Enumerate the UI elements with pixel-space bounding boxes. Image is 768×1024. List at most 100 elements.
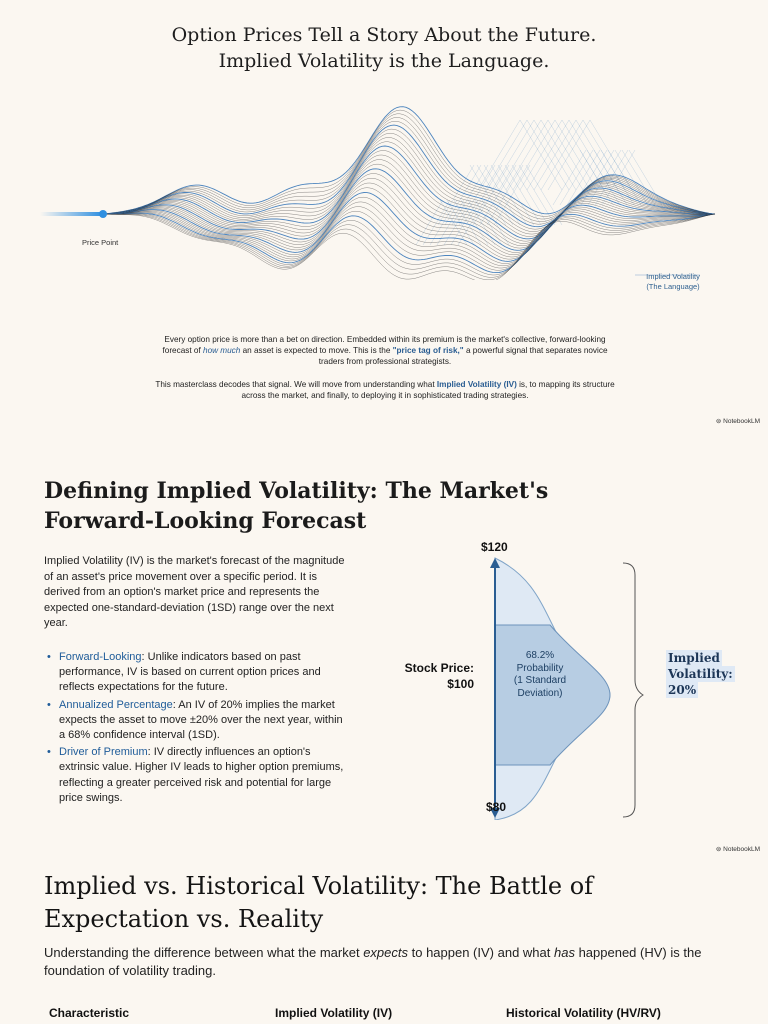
hatch-line bbox=[526, 119, 570, 191]
hatch-line bbox=[457, 199, 486, 246]
slide-3-subtitle: Understanding the difference between wha… bbox=[44, 944, 734, 980]
wave-line bbox=[102, 150, 715, 242]
notebooklm-badge: ⊚ NotebookLM bbox=[716, 845, 760, 853]
hatch-line bbox=[600, 149, 635, 206]
wave-line bbox=[102, 213, 716, 280]
price-point-dot bbox=[99, 210, 107, 218]
hatch-line bbox=[552, 149, 587, 206]
para1-a: Every option price is more than a bet on… bbox=[162, 335, 606, 355]
wave-line bbox=[102, 117, 716, 222]
iv-language-label: Implied Volatility (The Language) bbox=[628, 272, 718, 292]
hatch-line bbox=[533, 119, 577, 191]
bullet-term: Annualized Percentage bbox=[59, 698, 173, 711]
hatch-line bbox=[504, 164, 542, 226]
hatch-line bbox=[429, 199, 458, 246]
hatch-line bbox=[526, 119, 570, 191]
hatch-line bbox=[491, 119, 535, 191]
slide-intro: Option Prices Tell a Story About the Fut… bbox=[0, 0, 768, 430]
hatch-line bbox=[512, 119, 556, 191]
hatch-line bbox=[586, 149, 621, 206]
wave-line bbox=[102, 206, 716, 269]
slide-3-title-line-2: Expectation vs. Reality bbox=[44, 905, 324, 933]
hatch-line bbox=[477, 119, 521, 191]
bullet-dot-icon: • bbox=[47, 651, 51, 663]
wave-line bbox=[103, 168, 716, 251]
definition-paragraph: Implied Volatility (IV) is the market's … bbox=[44, 555, 345, 629]
wave-line bbox=[103, 154, 715, 244]
hatch-line bbox=[460, 199, 489, 246]
stock-price-line-1: Stock Price: bbox=[404, 661, 474, 675]
wave-line bbox=[103, 201, 716, 267]
table-header-iv: Implied Volatility (IV) bbox=[275, 1006, 393, 1020]
iv-label-line-2: (The Language) bbox=[646, 282, 700, 291]
wave-line bbox=[103, 163, 716, 249]
wave-line bbox=[103, 196, 716, 264]
hatch-line bbox=[628, 149, 663, 206]
hatch-line bbox=[519, 119, 563, 191]
para2-a: This masterclass decodes that signal. We… bbox=[155, 380, 437, 389]
wave-line bbox=[102, 212, 716, 274]
arrow-up-icon bbox=[490, 558, 500, 568]
wave-line bbox=[102, 213, 716, 280]
wave-line bbox=[103, 178, 716, 256]
bullet-item: • Driver of Premium: IV directly influenc… bbox=[44, 745, 349, 806]
bullet-text: : An IV of 20% implies the market expect… bbox=[59, 698, 343, 742]
wave-line bbox=[103, 182, 716, 258]
hatch-line bbox=[519, 119, 563, 191]
hatch-line bbox=[533, 119, 577, 191]
wave-line bbox=[102, 121, 716, 225]
notebooklm-badge: ⊚ NotebookLM bbox=[716, 417, 760, 425]
hatch-line bbox=[505, 119, 549, 191]
hatch-line bbox=[474, 199, 503, 246]
slide-iv-vs-hv: Implied vs. Historical Volatility: The B… bbox=[0, 858, 768, 1024]
slide-1-title-line-2: Implied Volatility is the Language. bbox=[218, 50, 550, 72]
iv-label-line-1: Implied Volatility bbox=[646, 272, 700, 281]
hatch-line bbox=[484, 119, 528, 191]
wave-lines bbox=[102, 106, 716, 280]
para2-bold: Implied Volatility (IV) bbox=[436, 380, 517, 389]
slide-1-title: Option Prices Tell a Story About the Fut… bbox=[0, 22, 768, 74]
one-sd-band bbox=[494, 624, 611, 766]
wave-line bbox=[102, 132, 716, 232]
wave-line bbox=[102, 106, 716, 215]
hatch-line bbox=[481, 199, 510, 246]
stock-price-line-2: $100 bbox=[447, 677, 474, 691]
price-point-glow bbox=[40, 212, 102, 216]
hatch-line bbox=[540, 119, 584, 191]
lower-price-label: $80 bbox=[486, 800, 507, 814]
hatch-line bbox=[566, 149, 601, 206]
prob-line-3: (1 Standard bbox=[513, 675, 567, 686]
hatch-line bbox=[540, 119, 584, 191]
wave-line bbox=[102, 113, 716, 220]
hatch-line bbox=[554, 119, 598, 191]
hatch-line bbox=[561, 119, 605, 191]
notebooklm-icon: ⊚ bbox=[715, 846, 724, 853]
table-header-hv: Historical Volatility (HV/RV) bbox=[506, 1006, 661, 1020]
hatch-line bbox=[422, 199, 451, 246]
prob-line-4: Deviation) bbox=[517, 687, 563, 699]
hatch-line bbox=[439, 199, 468, 246]
volatility-wave-illustration bbox=[40, 106, 716, 280]
hatch-line bbox=[465, 164, 503, 226]
hatch-line bbox=[498, 119, 542, 191]
iv-brace bbox=[622, 562, 644, 818]
slide-1-title-line-1: Option Prices Tell a Story About the Fut… bbox=[171, 24, 597, 46]
prob-line-2: Probability bbox=[516, 662, 564, 674]
notebooklm-text: NotebookLM bbox=[723, 418, 760, 425]
wave-line bbox=[103, 159, 715, 247]
hatch-line bbox=[547, 119, 591, 191]
hatch-line bbox=[547, 119, 591, 191]
hatch-line bbox=[601, 149, 636, 206]
hatch-line bbox=[472, 164, 510, 226]
hatch-line bbox=[559, 149, 594, 206]
hatch-line bbox=[437, 164, 475, 226]
upper-price-label: $120 bbox=[481, 540, 508, 554]
implied-volatility-value-label: Implied Volatility: 20% bbox=[666, 650, 736, 698]
wave-line bbox=[102, 141, 716, 237]
hatch-line bbox=[594, 149, 629, 206]
hatch-line bbox=[497, 164, 535, 226]
hatch-line bbox=[493, 164, 531, 226]
price-point-label: Price Point bbox=[82, 238, 119, 247]
table-header-characteristic: Characteristic bbox=[49, 1006, 130, 1020]
intro-paragraph-1: Every option price is more than a bet on… bbox=[150, 334, 620, 367]
